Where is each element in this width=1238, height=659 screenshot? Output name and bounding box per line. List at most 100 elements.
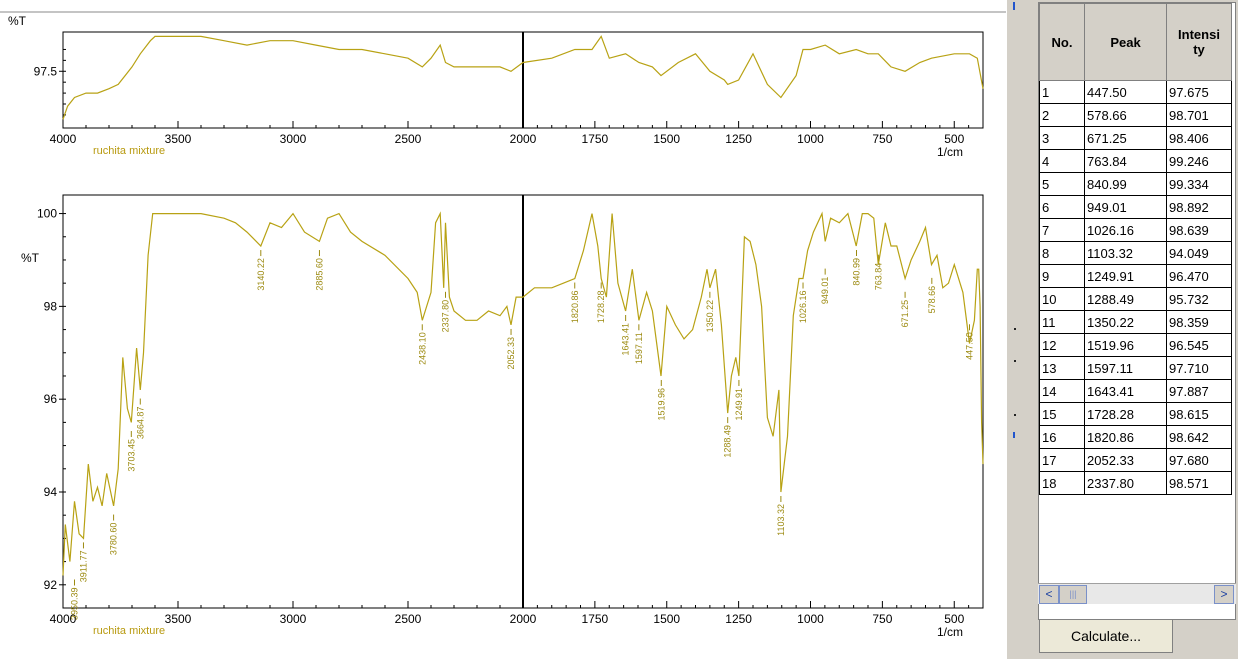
table-row[interactable]: 14 1643.41 97.887: [1039, 379, 1232, 403]
table-row[interactable]: 10 1288.49 95.732: [1039, 287, 1232, 311]
cell-no[interactable]: 2: [1039, 103, 1085, 127]
cell-peak[interactable]: 840.99: [1084, 172, 1167, 196]
cell-peak[interactable]: 2052.33: [1084, 448, 1167, 472]
cell-intensity[interactable]: 94.049: [1166, 241, 1232, 265]
table-row[interactable]: 6 949.01 98.892: [1039, 195, 1232, 219]
chevron-left-icon[interactable]: <: [1039, 585, 1059, 604]
table-row[interactable]: 11 1350.22 98.359: [1039, 310, 1232, 334]
chevron-right-icon[interactable]: >: [1214, 585, 1234, 604]
cell-no[interactable]: 10: [1039, 287, 1085, 311]
cell-intensity[interactable]: 98.892: [1166, 195, 1232, 219]
cell-peak[interactable]: 1350.22: [1084, 310, 1167, 334]
cell-intensity[interactable]: 98.571: [1166, 471, 1232, 495]
spectrum-view[interactable]: 4000 3500 3000 2500 2000 1750 1500 1250 1000 750 5…: [0, 0, 1006, 659]
peak-label: 1820.86: [570, 291, 580, 324]
top-sample-name: ruchita mixture: [93, 145, 165, 157]
table-row[interactable]: 16 1820.86 98.642: [1039, 425, 1232, 449]
peak-label: 1350.22: [705, 300, 715, 333]
peak-label: 3780.60: [109, 523, 119, 556]
top-x-tick-label: 2500: [395, 132, 422, 146]
cell-peak[interactable]: 447.50: [1084, 80, 1167, 104]
cell-intensity[interactable]: 98.642: [1166, 425, 1232, 449]
calculate-button[interactable]: Calculate...: [1039, 619, 1173, 653]
cell-intensity[interactable]: 97.680: [1166, 448, 1232, 472]
cell-no[interactable]: 18: [1039, 471, 1085, 495]
cell-peak[interactable]: 2337.80: [1084, 471, 1167, 495]
cell-peak[interactable]: 1643.41: [1084, 379, 1167, 403]
cell-intensity[interactable]: 98.359: [1166, 310, 1232, 334]
top-x-tick-label: 1750: [582, 132, 609, 146]
cell-no[interactable]: 9: [1039, 264, 1085, 288]
cell-no[interactable]: 15: [1039, 402, 1085, 426]
table-row[interactable]: 9 1249.91 96.470: [1039, 264, 1232, 288]
table-row[interactable]: 7 1026.16 98.639: [1039, 218, 1232, 242]
cell-no[interactable]: 8: [1039, 241, 1085, 265]
cell-no[interactable]: 11: [1039, 310, 1085, 334]
cell-no[interactable]: 12: [1039, 333, 1085, 357]
horizontal-scrollbar[interactable]: < ||| >: [1038, 583, 1236, 604]
peak-label: 1643.41: [621, 323, 631, 356]
table-row[interactable]: 5 840.99 99.334: [1039, 172, 1232, 196]
bottom-y-axis-label: %T: [21, 251, 40, 265]
top-x-tick-label: 1250: [725, 132, 752, 146]
bottom-x-tick-label: 2500: [395, 612, 422, 626]
cell-peak[interactable]: 1728.28: [1084, 402, 1167, 426]
column-header-intensity[interactable]: Intensi ty: [1166, 3, 1232, 81]
cell-intensity[interactable]: 97.675: [1166, 80, 1232, 104]
cell-no[interactable]: 1: [1039, 80, 1085, 104]
bottom-y-tick-label: 92: [44, 578, 58, 592]
cell-intensity[interactable]: 97.710: [1166, 356, 1232, 380]
cell-peak[interactable]: 949.01: [1084, 195, 1167, 219]
cell-no[interactable]: 7: [1039, 218, 1085, 242]
peak-label: 2438.10: [417, 332, 427, 365]
cell-intensity[interactable]: 98.701: [1166, 103, 1232, 127]
cell-peak[interactable]: 1820.86: [1084, 425, 1167, 449]
cell-no[interactable]: 5: [1039, 172, 1085, 196]
table-row[interactable]: 13 1597.11 97.710: [1039, 356, 1232, 380]
scrollbar-thumb[interactable]: |||: [1059, 585, 1087, 604]
cell-peak[interactable]: 1026.16: [1084, 218, 1167, 242]
cell-intensity[interactable]: 96.470: [1166, 264, 1232, 288]
cell-peak[interactable]: 1597.11: [1084, 356, 1167, 380]
cell-no[interactable]: 17: [1039, 448, 1085, 472]
cell-intensity[interactable]: 98.615: [1166, 402, 1232, 426]
top-y-axis-label: %T: [8, 14, 27, 28]
bottom-x-tick-label: 4000: [50, 612, 77, 626]
cell-peak[interactable]: 671.25: [1084, 126, 1167, 150]
cell-peak[interactable]: 1519.96: [1084, 333, 1167, 357]
cell-intensity[interactable]: 97.887: [1166, 379, 1232, 403]
splitter-bar[interactable]: [1006, 0, 1033, 659]
table-row[interactable]: 1 447.50 97.675: [1039, 80, 1232, 104]
bottom-x-tick-label: 1750: [582, 612, 609, 626]
column-header-peak[interactable]: Peak: [1084, 3, 1167, 81]
table-row[interactable]: 2 578.66 98.701: [1039, 103, 1232, 127]
table-row[interactable]: 4 763.84 99.246: [1039, 149, 1232, 173]
column-header-no[interactable]: No.: [1039, 3, 1085, 81]
cell-intensity[interactable]: 95.732: [1166, 287, 1232, 311]
table-row[interactable]: 12 1519.96 96.545: [1039, 333, 1232, 357]
peak-label: 2052.33: [506, 337, 516, 370]
cell-no[interactable]: 6: [1039, 195, 1085, 219]
cell-no[interactable]: 13: [1039, 356, 1085, 380]
cell-peak[interactable]: 1288.49: [1084, 287, 1167, 311]
cell-no[interactable]: 4: [1039, 149, 1085, 173]
cell-no[interactable]: 16: [1039, 425, 1085, 449]
cell-intensity[interactable]: 99.334: [1166, 172, 1232, 196]
table-row[interactable]: 17 2052.33 97.680: [1039, 448, 1232, 472]
table-row[interactable]: 3 671.25 98.406: [1039, 126, 1232, 150]
cell-intensity[interactable]: 98.406: [1166, 126, 1232, 150]
cell-intensity[interactable]: 98.639: [1166, 218, 1232, 242]
cell-no[interactable]: 14: [1039, 379, 1085, 403]
cell-peak[interactable]: 763.84: [1084, 149, 1167, 173]
cell-peak[interactable]: 1249.91: [1084, 264, 1167, 288]
cell-intensity[interactable]: 99.246: [1166, 149, 1232, 173]
cell-intensity[interactable]: 96.545: [1166, 333, 1232, 357]
spectrum-canvas[interactable]: 4000 3500 3000 2500 2000 1750 1500 1250 1000 750 5…: [0, 0, 1006, 659]
cell-no[interactable]: 3: [1039, 126, 1085, 150]
cell-peak[interactable]: 578.66: [1084, 103, 1167, 127]
cell-peak[interactable]: 1103.32: [1084, 241, 1167, 265]
table-row[interactable]: 15 1728.28 98.615: [1039, 402, 1232, 426]
table-row[interactable]: 18 2337.80 98.571: [1039, 471, 1232, 495]
peak-label: 3140.22: [256, 258, 266, 291]
table-row[interactable]: 8 1103.32 94.049: [1039, 241, 1232, 265]
